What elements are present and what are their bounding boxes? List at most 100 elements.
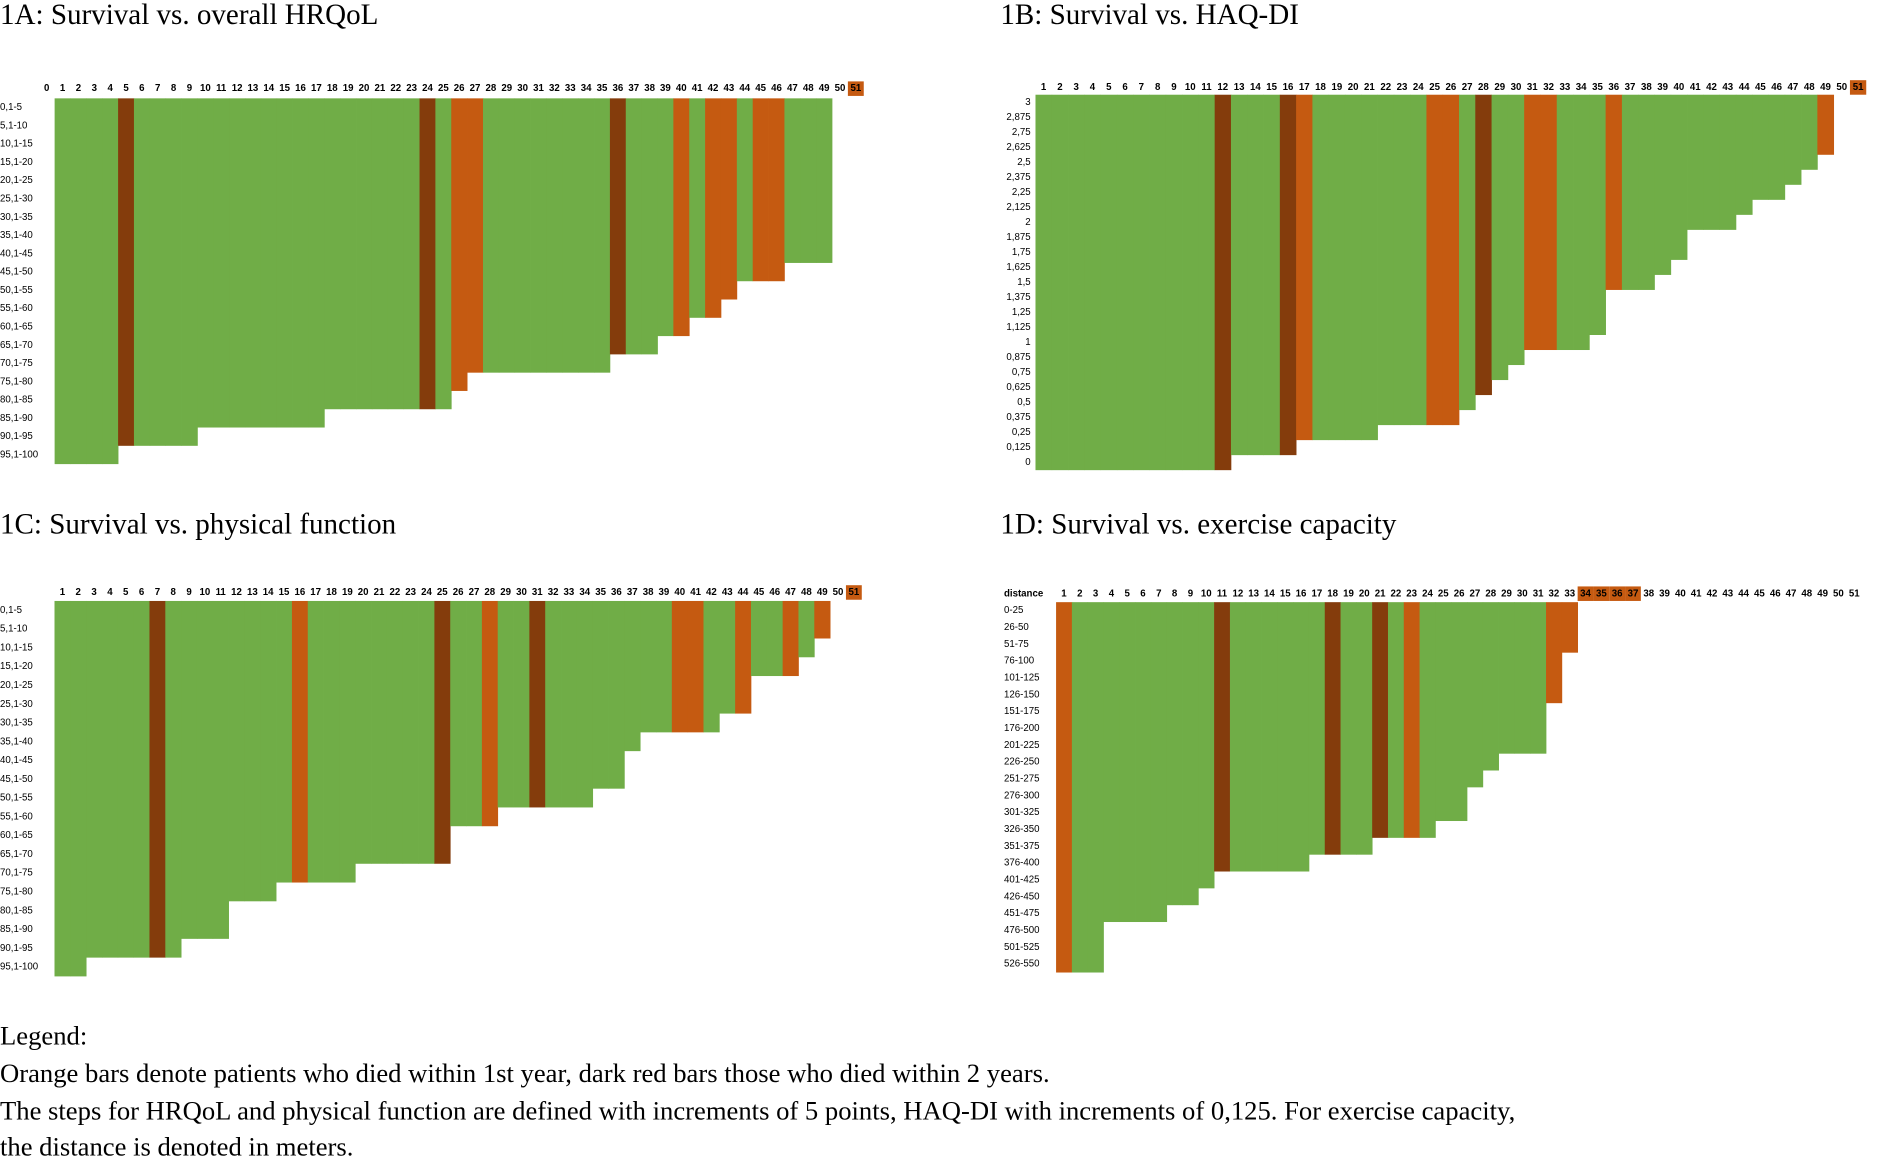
bar [165,600,182,958]
row-label: 70,1-75 [0,358,33,369]
bar [1340,602,1357,855]
bar [735,600,752,714]
column-label: 3 [1093,588,1099,599]
bar [1451,602,1468,822]
bar [1328,94,1346,441]
column-label: 7 [1156,588,1161,599]
bar [1293,602,1310,872]
bar [451,98,468,391]
bar [546,98,563,373]
bar [419,98,436,410]
panel-title: 1D: Survival vs. exercise capacity [1000,509,1397,541]
legend-line: Orange bars denote patients who died wit… [0,1058,1050,1088]
row-label: 0,25 [1012,427,1031,438]
column-label: 22 [1380,82,1391,93]
column-label: 36 [611,587,622,598]
column-label: 16 [1296,588,1307,599]
column-label: 32 [548,587,559,598]
row-label: 95,1-100 [0,450,38,461]
column-label: 28 [1485,588,1496,599]
column-label: 22 [389,587,400,598]
bar [356,98,373,410]
column-label: 20 [1359,588,1370,599]
bar [1100,94,1118,471]
bar [323,600,340,883]
column-label: 25 [1429,82,1440,93]
column-label: 14 [1250,82,1261,93]
row-label: 2,75 [1012,127,1031,138]
row-label: 35,1-40 [0,230,33,241]
bar [1198,602,1215,889]
row-label: 101-125 [1004,672,1039,683]
column-label: 20 [359,83,370,94]
row-label: 15,1-20 [0,661,33,672]
column-label: 6 [1140,588,1146,599]
column-label: 49 [819,83,830,94]
column-label: 49 [1820,82,1831,93]
bar [1768,94,1786,200]
bar [1261,602,1278,872]
column-label: 35 [597,83,608,94]
column-label: 12 [1217,82,1228,93]
column-label: 18 [326,587,337,598]
column-label: 7 [1139,82,1144,93]
bar [1546,602,1563,704]
column-label: 24 [1413,82,1424,93]
bar [1467,602,1484,788]
bar [562,98,579,373]
column-label: 47 [787,83,798,94]
column-label: 33 [1560,82,1571,93]
column-label: 51 [848,587,859,598]
bar [1524,94,1541,351]
column-label: 29 [1501,588,1512,599]
column-label: 45 [755,83,766,94]
row-label: 201-225 [1004,740,1039,751]
column-label: 46 [771,83,782,94]
column-label: 10 [200,83,211,94]
bar [1084,94,1102,471]
bar [1182,94,1199,471]
bar [165,98,182,446]
bar [86,98,103,465]
bar [1068,94,1085,471]
row-label: 2 [1025,217,1030,228]
column-label: 49 [1817,588,1828,599]
bar [657,98,674,337]
column-label: 43 [722,587,733,598]
column-label: 40 [1675,588,1686,599]
column-label: 48 [801,587,812,598]
bar [766,600,783,677]
bar [1491,94,1509,381]
legend-line: The steps for HRQoL and physical functio… [0,1095,1515,1125]
bar [705,98,722,318]
column-label: 18 [1315,82,1326,93]
bar [196,600,214,939]
bar [1247,94,1264,456]
row-label: 226-250 [1004,757,1039,768]
column-label: 24 [1422,588,1433,599]
column-label: 32 [549,83,560,94]
row-label: 2,375 [1006,172,1030,183]
column-label: 37 [627,587,638,598]
bar [656,600,673,733]
column-label: 14 [263,587,274,598]
column-label: 36 [1612,588,1623,599]
column-label: 8 [1155,82,1161,93]
row-label: 80,1-85 [0,905,33,916]
row-label: 20,1-25 [0,680,33,691]
bar [371,600,388,864]
column-label: 21 [1375,588,1386,599]
bar [1703,94,1720,230]
bar [260,600,277,902]
column-label: 29 [501,83,512,94]
column-label: 34 [581,83,592,94]
column-label: 15 [1266,82,1277,93]
column-label: 45 [1755,82,1766,93]
column-label: 43 [724,83,735,94]
column-label: 0 [44,83,49,94]
row-label: 0,1-5 [0,102,22,113]
column-label: 38 [644,83,655,94]
column-label: 8 [171,587,177,598]
row-label: 60,1-65 [0,830,33,841]
